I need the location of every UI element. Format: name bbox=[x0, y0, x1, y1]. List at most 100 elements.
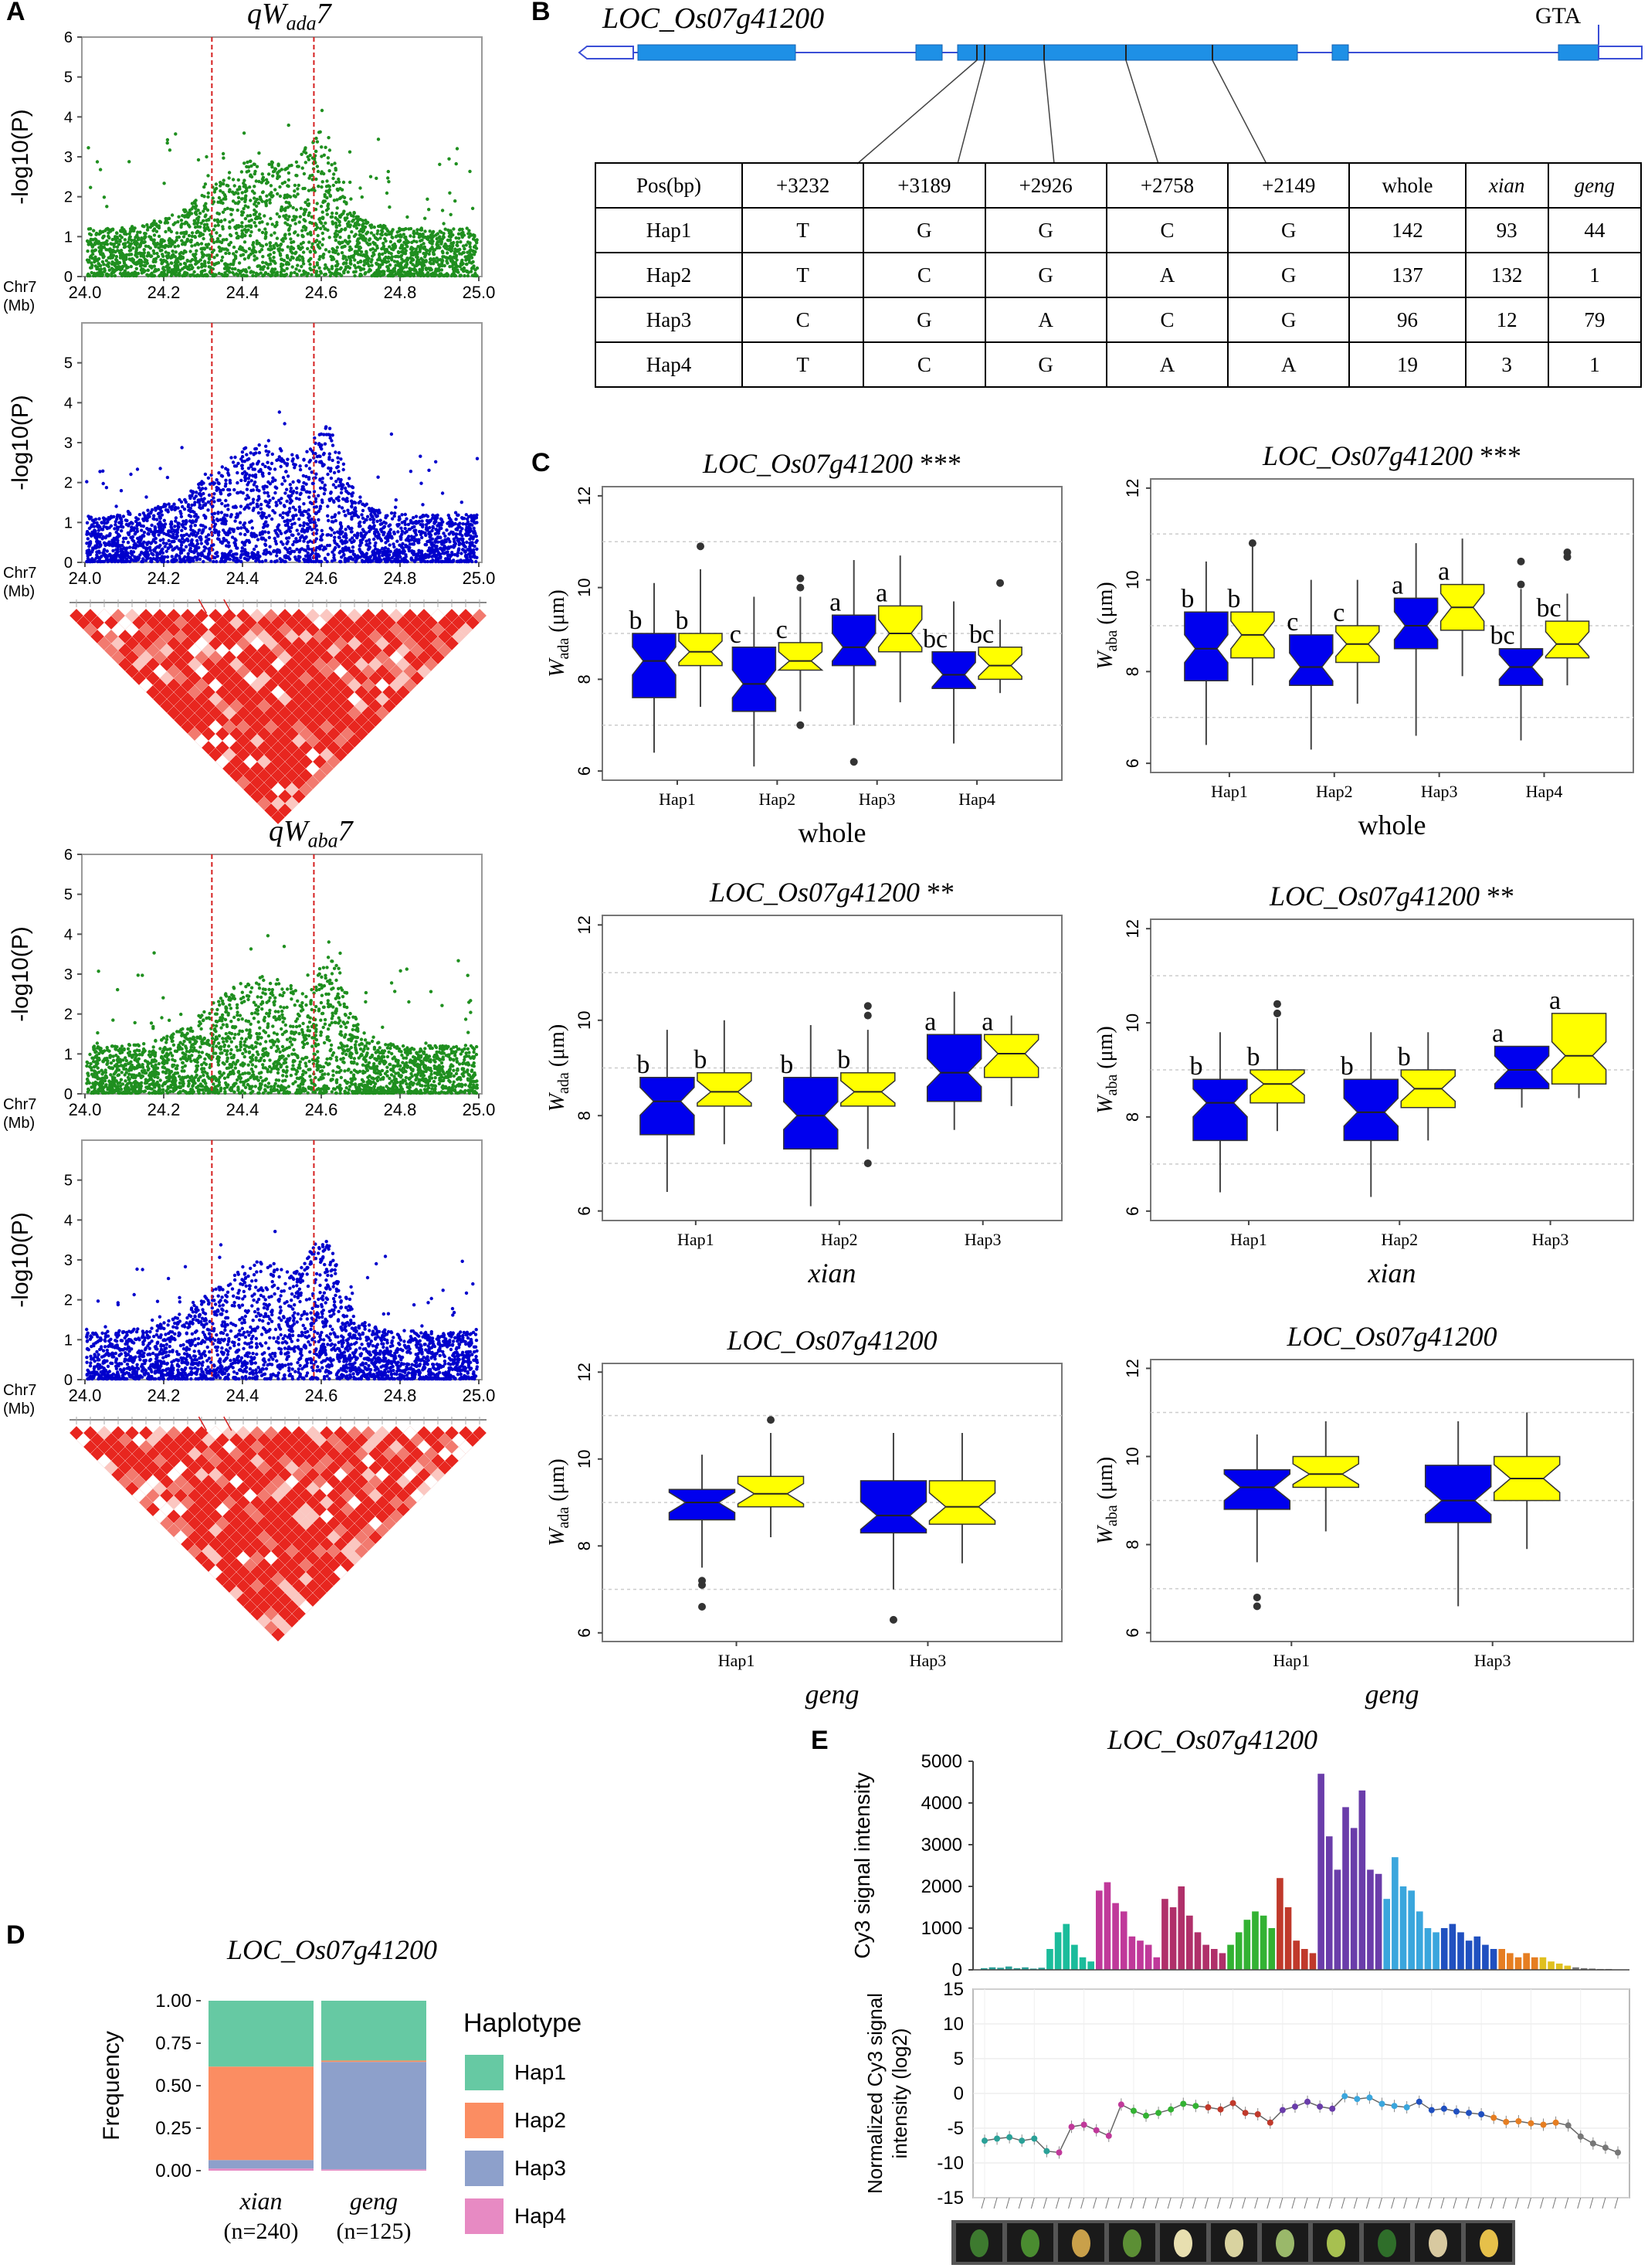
snp-point bbox=[327, 250, 331, 253]
snp-point bbox=[300, 166, 304, 170]
snp-point bbox=[243, 198, 248, 202]
snp-point bbox=[233, 267, 237, 271]
snp-point bbox=[212, 240, 216, 244]
snp-point bbox=[246, 552, 250, 555]
snp-point bbox=[379, 559, 383, 562]
snp-point bbox=[136, 558, 140, 562]
snp-point bbox=[158, 516, 162, 520]
snp-point bbox=[320, 221, 324, 226]
snp-point bbox=[302, 171, 307, 176]
snp-point bbox=[176, 264, 180, 269]
snp-point bbox=[466, 232, 470, 236]
snp-point bbox=[285, 463, 289, 467]
snp-point bbox=[447, 532, 451, 536]
snp-point bbox=[322, 253, 326, 256]
snp-point bbox=[264, 178, 269, 182]
snp-point bbox=[199, 246, 203, 251]
snp-point bbox=[314, 472, 318, 476]
snp-point bbox=[200, 262, 204, 267]
snp-point bbox=[123, 272, 127, 276]
snp-point bbox=[99, 543, 103, 547]
snp-point bbox=[146, 268, 150, 272]
snp-point bbox=[453, 540, 456, 544]
snp-point bbox=[410, 542, 415, 546]
snp-point bbox=[271, 476, 275, 480]
snp-point bbox=[300, 152, 303, 156]
snp-point bbox=[376, 536, 380, 540]
snp-point bbox=[174, 132, 178, 136]
snp-point bbox=[431, 271, 435, 275]
snp-point bbox=[273, 188, 277, 192]
snp-point bbox=[269, 216, 273, 221]
snp-point bbox=[338, 532, 342, 536]
snp-point bbox=[471, 266, 476, 270]
snp-point bbox=[221, 201, 225, 205]
snp-point bbox=[330, 163, 334, 167]
snp-point bbox=[357, 245, 361, 249]
snp-point bbox=[188, 263, 192, 267]
snp-point bbox=[411, 516, 415, 520]
snp-point bbox=[341, 467, 345, 472]
snp-point bbox=[88, 559, 92, 562]
snp-point bbox=[376, 138, 381, 141]
snp-point bbox=[287, 171, 291, 175]
snp-point bbox=[257, 241, 261, 246]
snp-point bbox=[236, 480, 239, 485]
snp-point bbox=[278, 194, 283, 199]
snp-point bbox=[104, 486, 109, 490]
snp-point bbox=[249, 164, 253, 168]
snp-point bbox=[358, 524, 362, 528]
snp-point bbox=[90, 270, 93, 275]
snp-point bbox=[196, 515, 200, 519]
snp-point bbox=[145, 254, 149, 258]
snp-point bbox=[460, 538, 465, 542]
snp-point bbox=[294, 497, 299, 501]
snp-point bbox=[243, 204, 247, 208]
snp-point bbox=[181, 231, 185, 235]
snp-point bbox=[89, 185, 93, 189]
snp-point bbox=[419, 454, 422, 458]
snp-point bbox=[415, 255, 419, 259]
snp-point bbox=[143, 232, 147, 236]
snp-point bbox=[314, 500, 317, 504]
snp-point bbox=[331, 443, 335, 447]
snp-point bbox=[461, 250, 465, 255]
snp-point bbox=[253, 447, 257, 451]
snp-point bbox=[218, 498, 222, 502]
snp-point bbox=[460, 517, 465, 521]
snp-point bbox=[320, 108, 324, 113]
snp-point bbox=[105, 549, 109, 553]
snp-point bbox=[307, 518, 311, 522]
snp-point bbox=[314, 149, 318, 154]
snp-point bbox=[337, 240, 341, 244]
snp-point bbox=[100, 260, 105, 264]
snp-point bbox=[266, 460, 270, 464]
snp-point bbox=[417, 551, 421, 555]
snp-point bbox=[118, 514, 122, 518]
snp-point bbox=[176, 260, 180, 264]
snp-point bbox=[280, 482, 284, 486]
snp-point bbox=[417, 235, 422, 239]
snp-point bbox=[340, 251, 344, 255]
snp-point bbox=[468, 542, 472, 545]
snp-point bbox=[310, 215, 314, 219]
snp-point bbox=[306, 551, 310, 555]
snp-point bbox=[206, 533, 211, 537]
snp-point bbox=[326, 202, 331, 206]
snp-point bbox=[326, 156, 331, 160]
snp-point bbox=[353, 273, 357, 278]
snp-point bbox=[239, 549, 244, 553]
snp-point bbox=[403, 522, 407, 527]
snp-point bbox=[393, 255, 398, 259]
snp-point bbox=[297, 559, 301, 563]
snp-point bbox=[427, 208, 431, 212]
snp-point bbox=[118, 251, 122, 255]
snp-point bbox=[337, 180, 341, 184]
snp-point bbox=[195, 212, 198, 216]
snp-point bbox=[236, 225, 241, 229]
snp-point bbox=[239, 526, 243, 530]
snp-point bbox=[293, 508, 297, 512]
snp-point bbox=[202, 497, 206, 501]
snp-point bbox=[451, 262, 455, 266]
